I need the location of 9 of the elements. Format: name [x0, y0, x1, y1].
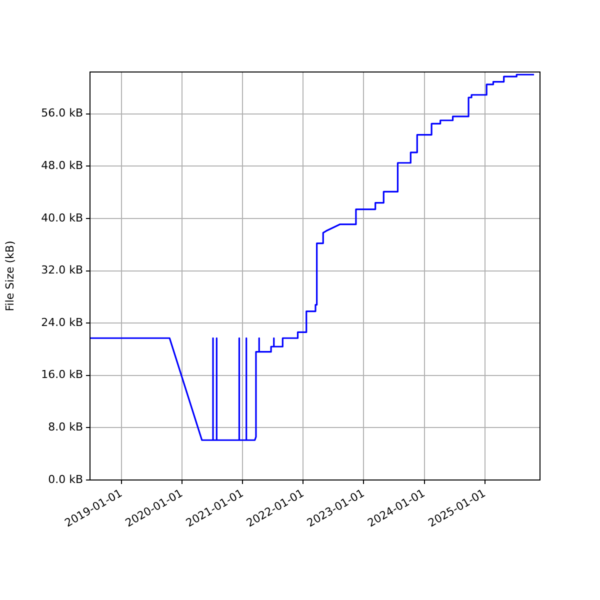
- y-tick-label: 56.0 kB: [41, 106, 83, 120]
- y-tick-label: 8.0 kB: [48, 420, 83, 434]
- y-tick-label: 40.0 kB: [41, 211, 83, 224]
- y-tick-label: 48.0 kB: [41, 159, 83, 172]
- y-tick-label: 32.0 kB: [41, 264, 83, 277]
- y-tick-label: 0.0 kB: [48, 472, 83, 486]
- y-tick-label: 16.0 kB: [41, 368, 83, 382]
- y-tick-label: 24.0 kB: [41, 316, 83, 329]
- y-axis-title: File Size (kB): [3, 240, 16, 312]
